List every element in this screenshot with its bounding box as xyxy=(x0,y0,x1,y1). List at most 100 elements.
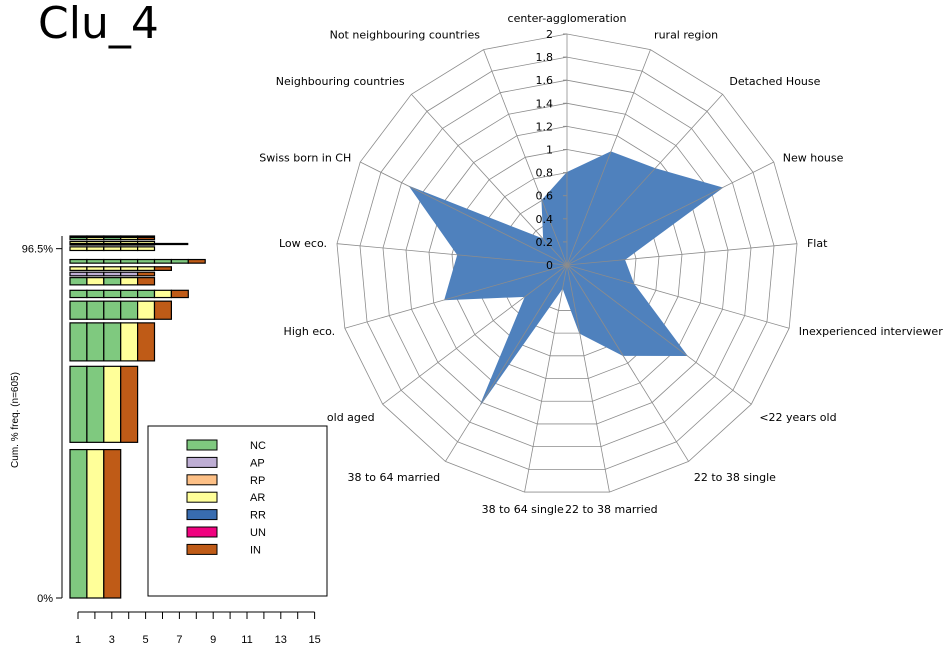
radar-radial-tick-label: 1 xyxy=(546,144,553,157)
legend: NC AP RP AR RR UN IN xyxy=(147,425,328,597)
sequence-cell xyxy=(137,322,156,362)
sequence-cell xyxy=(86,448,105,599)
sequence-cell xyxy=(69,322,88,362)
radar-axis-label: 22 to 38 married xyxy=(565,503,658,516)
radar-gridline xyxy=(336,33,798,493)
sequence-cell xyxy=(120,300,139,320)
radar-spoke xyxy=(566,264,752,405)
legend-box xyxy=(147,425,328,597)
sequence-row xyxy=(69,246,156,252)
sequence-cell xyxy=(137,246,156,252)
legend-label: AP xyxy=(250,457,265,469)
sequence-bars xyxy=(69,235,206,599)
sequence-cell xyxy=(103,365,122,443)
radar-axis-label: 38 to 64 single xyxy=(482,503,564,516)
sequence-cell xyxy=(153,289,172,299)
sequence-row xyxy=(69,448,122,599)
radar-radial-tick-label: 1.6 xyxy=(536,74,554,87)
sequence-cell xyxy=(103,322,122,362)
radar-spoke xyxy=(566,161,774,266)
radar-spoke xyxy=(566,264,689,462)
sequence-cell xyxy=(103,277,122,286)
x-tick-label: 11 xyxy=(241,634,252,646)
legend-swatch xyxy=(186,509,218,521)
sequence-cell xyxy=(137,258,156,264)
radar-spoke xyxy=(566,243,798,266)
radar-axis-labels: center-agglomeration rural region Detached… xyxy=(259,12,943,516)
radar-spoke xyxy=(382,264,568,405)
legend-swatch xyxy=(186,439,218,451)
y-tick-label: 96.5% xyxy=(22,244,53,256)
sequence-cell xyxy=(69,300,88,320)
sequence-cell xyxy=(86,289,105,299)
radar-radial-tick-label: 0.2 xyxy=(536,236,554,249)
sequence-row xyxy=(69,300,172,320)
radar-spoke xyxy=(483,49,568,266)
sequence-row xyxy=(69,258,206,264)
radar-chart: 0 0.2 0.4 0.6 0.8 1 1.2 1.4 1.6 1.8 2 center-agglo… xyxy=(259,12,943,516)
radar-axis-label: New house xyxy=(783,152,844,165)
radar-axis-label: High eco. xyxy=(284,325,336,338)
radar-axis-label: 22 to 38 single xyxy=(694,471,776,484)
sequence-cell xyxy=(103,258,122,264)
legend-label: IN xyxy=(250,544,261,556)
legend-label: NC xyxy=(250,440,266,452)
sequence-row xyxy=(69,289,189,299)
sequence-cell xyxy=(137,266,156,271)
radar-axis-label: Inexperienced interviewer xyxy=(799,325,943,338)
radar-spoke xyxy=(360,161,568,266)
radar-spoke xyxy=(524,264,568,493)
radar-spoke xyxy=(566,94,723,266)
sequence-cell xyxy=(86,258,105,264)
sequence-row xyxy=(69,266,172,271)
sequence-cell xyxy=(86,266,105,271)
radar-radial-tick-label: 1.4 xyxy=(536,97,554,110)
sequence-cell xyxy=(69,271,88,277)
legend-label: RP xyxy=(250,475,265,487)
sequence-cell xyxy=(69,246,88,252)
sequence-cell xyxy=(86,365,105,443)
sequence-cell xyxy=(120,322,139,362)
radar-spoke xyxy=(566,49,651,266)
sequence-cell xyxy=(153,300,172,320)
radar-spoke xyxy=(566,264,610,493)
radar-radial-tick-label: 0.4 xyxy=(536,213,554,226)
x-tick-label: 9 xyxy=(210,634,216,646)
x-tick-label: 1 xyxy=(75,634,81,646)
radar-radial-tick-label: 0 xyxy=(546,259,553,272)
sequence-cell xyxy=(69,289,88,299)
legend-label: RR xyxy=(250,510,266,522)
sequence-cell xyxy=(170,258,189,264)
radar-spoke xyxy=(411,94,568,266)
sequence-cell xyxy=(103,300,122,320)
radar-series xyxy=(408,151,724,405)
radar-area xyxy=(408,151,724,405)
radar-axis-label: Swiss born in CH xyxy=(259,152,351,165)
sequence-cell xyxy=(120,277,139,286)
radar-axis-label: Not neighbouring countries xyxy=(330,28,481,41)
sequence-cell xyxy=(69,277,88,286)
radar-gridline xyxy=(382,79,752,448)
x-tick-label: 3 xyxy=(109,634,115,646)
sequence-cell xyxy=(103,448,122,599)
sequence-plot: 0%96.5%1 3 5 7 9 11 13 15 Cum. % freq. (n=605) … xyxy=(10,235,328,646)
radar-axis-label: Low eco. xyxy=(279,237,327,250)
sequence-cell xyxy=(187,258,206,264)
x-tick-label: 5 xyxy=(143,634,149,646)
radar-axis-label: 38 to 64 married xyxy=(347,471,440,484)
legend-swatch xyxy=(186,543,218,555)
radar-axis-label: old aged xyxy=(327,411,375,424)
radar-axis-label: Flat xyxy=(807,237,828,250)
sequence-cell xyxy=(153,258,172,264)
radar-radial-tick-label: 0.8 xyxy=(536,167,554,180)
radar-gridline xyxy=(359,56,775,470)
sequence-cell xyxy=(120,365,139,443)
sequence-cell xyxy=(137,300,156,320)
radar-spoke xyxy=(344,264,568,329)
sequence-cell xyxy=(120,266,139,271)
y-axis-label: Cum. % freq. (n=605) xyxy=(10,372,21,468)
legend-swatch xyxy=(186,456,218,468)
sequence-cell xyxy=(103,246,122,252)
chart-title: Clu_4 xyxy=(38,0,159,49)
